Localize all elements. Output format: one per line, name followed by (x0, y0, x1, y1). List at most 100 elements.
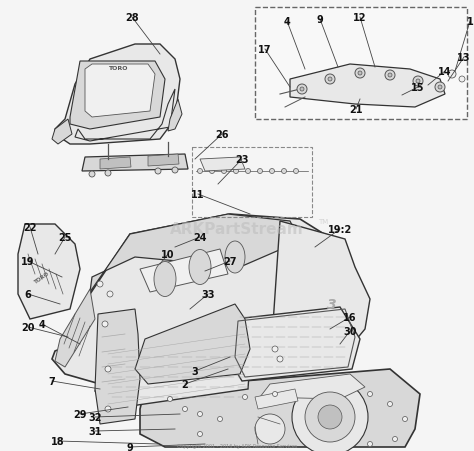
Circle shape (282, 169, 286, 174)
Circle shape (97, 281, 103, 287)
Polygon shape (272, 221, 370, 364)
Polygon shape (200, 158, 245, 172)
Text: 2: 2 (182, 379, 188, 389)
Text: 9: 9 (317, 15, 323, 25)
Text: 20: 20 (21, 322, 35, 332)
Circle shape (272, 346, 278, 352)
Text: 7: 7 (49, 376, 55, 386)
Polygon shape (100, 158, 131, 170)
Polygon shape (90, 215, 300, 292)
Circle shape (257, 169, 263, 174)
Text: 32: 32 (88, 412, 102, 422)
Circle shape (198, 412, 202, 417)
Polygon shape (168, 100, 182, 132)
Circle shape (172, 168, 178, 174)
Text: 30: 30 (343, 326, 357, 336)
Polygon shape (52, 120, 72, 145)
Circle shape (328, 78, 332, 82)
Circle shape (388, 74, 392, 78)
Circle shape (448, 71, 456, 79)
Circle shape (218, 417, 222, 422)
Text: 29: 29 (73, 409, 87, 419)
Text: 4: 4 (283, 17, 291, 27)
Circle shape (459, 77, 465, 83)
Circle shape (198, 432, 202, 437)
Text: 6: 6 (25, 290, 31, 299)
Text: 24: 24 (193, 232, 207, 243)
Circle shape (392, 437, 398, 442)
Polygon shape (52, 215, 350, 389)
Circle shape (182, 407, 188, 412)
Circle shape (107, 291, 113, 297)
Polygon shape (85, 65, 155, 118)
Text: 3: 3 (327, 297, 337, 311)
Circle shape (105, 366, 111, 372)
Text: 3: 3 (191, 366, 199, 376)
Circle shape (273, 391, 277, 396)
Circle shape (297, 85, 307, 95)
Polygon shape (95, 339, 250, 409)
Circle shape (292, 379, 368, 451)
Text: 19: 19 (21, 257, 35, 267)
Text: 12: 12 (353, 13, 367, 23)
Polygon shape (230, 307, 360, 381)
Bar (192, 147, 312, 217)
Text: 15: 15 (411, 83, 425, 93)
Circle shape (270, 169, 274, 174)
Text: 11: 11 (191, 189, 205, 199)
Circle shape (293, 169, 299, 174)
Polygon shape (82, 155, 188, 172)
Text: 33: 33 (201, 290, 215, 299)
Text: 16: 16 (343, 312, 357, 322)
Text: TORO: TORO (34, 271, 51, 285)
Circle shape (318, 405, 342, 429)
Text: 19:2: 19:2 (328, 225, 352, 235)
Text: 22: 22 (23, 222, 37, 232)
Ellipse shape (225, 241, 245, 273)
Text: Copyright 2001 - 2016 by ARK Resource Services: Copyright 2001 - 2016 by ARK Resource Se… (177, 443, 297, 448)
Text: 28: 28 (125, 13, 139, 23)
Circle shape (198, 169, 202, 174)
Text: 1: 1 (466, 17, 474, 27)
Circle shape (255, 414, 285, 444)
Circle shape (105, 406, 111, 412)
Circle shape (234, 169, 238, 174)
Text: 10: 10 (161, 249, 175, 259)
Text: 25: 25 (58, 232, 72, 243)
Polygon shape (140, 369, 420, 447)
Text: 9: 9 (127, 442, 133, 451)
Circle shape (167, 396, 173, 401)
Circle shape (355, 69, 365, 79)
Text: 13: 13 (457, 53, 471, 63)
Circle shape (435, 83, 445, 93)
Polygon shape (135, 304, 250, 384)
Circle shape (221, 169, 227, 174)
Polygon shape (95, 309, 140, 424)
Ellipse shape (189, 250, 211, 285)
Text: 23: 23 (235, 155, 249, 165)
Circle shape (367, 442, 373, 446)
Circle shape (438, 86, 442, 90)
Text: 21: 21 (349, 105, 363, 115)
Text: 18: 18 (51, 436, 65, 446)
Text: TORO: TORO (108, 65, 128, 70)
Circle shape (402, 417, 408, 422)
Polygon shape (70, 62, 165, 130)
Text: 27: 27 (223, 257, 237, 267)
Polygon shape (255, 389, 298, 409)
Circle shape (155, 169, 161, 175)
Circle shape (388, 401, 392, 407)
Circle shape (385, 71, 395, 81)
Circle shape (416, 80, 420, 84)
Polygon shape (260, 374, 365, 399)
Circle shape (246, 169, 250, 174)
Text: 14: 14 (438, 67, 452, 77)
Text: 17: 17 (258, 45, 272, 55)
Circle shape (210, 169, 215, 174)
Text: ARKPartStream: ARKPartStream (170, 222, 304, 237)
Polygon shape (290, 65, 445, 108)
Polygon shape (75, 90, 175, 142)
Polygon shape (148, 155, 179, 166)
Bar (255, 8, 467, 120)
Polygon shape (55, 290, 95, 367)
